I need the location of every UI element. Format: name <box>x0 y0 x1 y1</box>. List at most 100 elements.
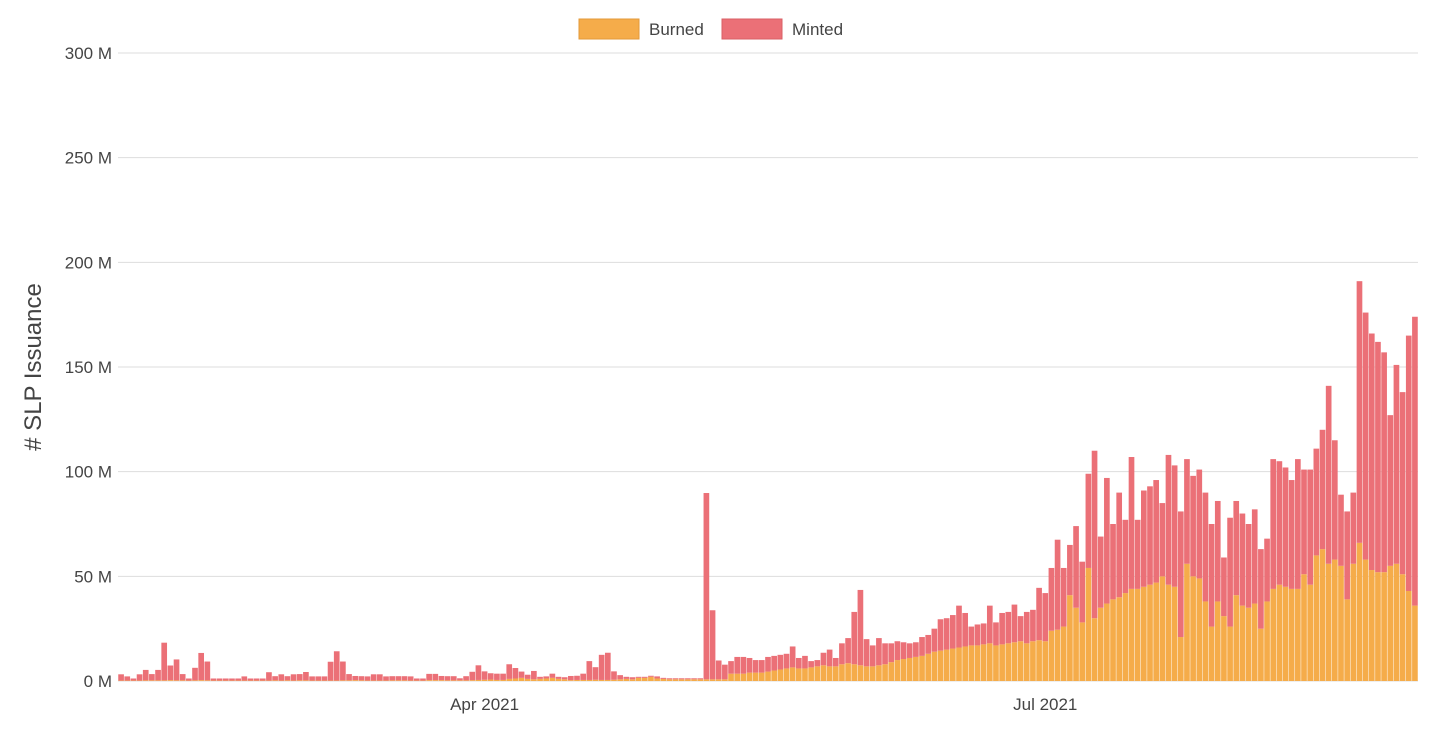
bar-minted[interactable] <box>1375 341 1381 573</box>
bar-minted[interactable] <box>136 674 143 681</box>
bar-burned[interactable] <box>1208 626 1215 681</box>
bar-minted[interactable] <box>407 676 414 681</box>
bar-burned[interactable] <box>1350 563 1357 681</box>
bar-burned[interactable] <box>438 680 445 681</box>
bar-burned[interactable] <box>641 677 648 681</box>
bar-minted[interactable] <box>1356 281 1363 543</box>
bar-burned[interactable] <box>1301 574 1307 681</box>
bar-burned[interactable] <box>728 673 734 681</box>
bar-minted[interactable] <box>746 657 753 673</box>
bar-burned[interactable] <box>974 645 981 681</box>
bar-burned[interactable] <box>272 680 278 681</box>
bar-minted[interactable] <box>450 676 457 681</box>
bar-minted[interactable] <box>1067 544 1073 596</box>
bar-minted[interactable] <box>974 624 981 646</box>
bar-burned[interactable] <box>1282 586 1289 681</box>
bar-burned[interactable] <box>1375 572 1381 681</box>
bar-minted[interactable] <box>469 671 476 681</box>
bar-burned[interactable] <box>518 677 525 681</box>
bar-minted[interactable] <box>1054 539 1061 630</box>
bar-burned[interactable] <box>789 667 796 681</box>
bar-burned[interactable] <box>617 679 623 681</box>
bar-minted[interactable] <box>475 665 482 680</box>
bar-burned[interactable] <box>1116 597 1123 681</box>
bar-minted[interactable] <box>814 660 821 667</box>
bar-minted[interactable] <box>401 676 408 681</box>
bar-minted[interactable] <box>1184 459 1190 564</box>
bar-minted[interactable] <box>882 643 888 665</box>
bar-minted[interactable] <box>259 678 266 681</box>
bar-minted[interactable] <box>1227 517 1233 627</box>
bar-burned[interactable] <box>925 653 932 681</box>
bar-burned[interactable] <box>1060 626 1067 681</box>
bar-burned[interactable] <box>660 678 667 681</box>
bar-minted[interactable] <box>1387 415 1394 566</box>
bar-burned[interactable] <box>1251 603 1258 681</box>
bar-burned[interactable] <box>487 679 494 681</box>
bar-burned[interactable] <box>1067 595 1073 681</box>
bar-minted[interactable] <box>1159 503 1166 577</box>
bar-minted[interactable] <box>272 676 278 681</box>
bar-burned[interactable] <box>765 671 771 681</box>
bar-minted[interactable] <box>598 654 605 680</box>
bar-minted[interactable] <box>574 675 580 680</box>
bar-minted[interactable] <box>993 622 999 646</box>
bar-burned[interactable] <box>568 680 574 681</box>
bar-minted[interactable] <box>1344 511 1350 600</box>
bar-burned[interactable] <box>1288 588 1295 681</box>
bar-burned[interactable] <box>1097 607 1104 681</box>
bar-burned[interactable] <box>1153 582 1159 681</box>
bar-minted[interactable] <box>370 674 377 681</box>
bar-minted[interactable] <box>740 656 747 674</box>
bar-burned[interactable] <box>1295 588 1301 681</box>
bar-minted[interactable] <box>697 678 704 680</box>
bar-burned[interactable] <box>1202 601 1209 681</box>
bar-minted[interactable] <box>155 669 161 681</box>
bar-burned[interactable] <box>900 659 907 681</box>
bar-minted[interactable] <box>512 668 519 679</box>
bar-minted[interactable] <box>808 661 814 668</box>
bar-minted[interactable] <box>1325 385 1332 564</box>
bar-burned[interactable] <box>1227 626 1233 681</box>
bar-minted[interactable] <box>167 665 174 681</box>
bar-minted[interactable] <box>1270 459 1277 589</box>
bar-minted[interactable] <box>179 674 186 681</box>
bar-burned[interactable] <box>512 678 519 681</box>
bar-minted[interactable] <box>586 661 593 680</box>
bar-burned[interactable] <box>1030 641 1036 681</box>
bar-burned[interactable] <box>346 680 352 681</box>
bar-burned[interactable] <box>722 679 728 681</box>
bar-minted[interactable] <box>124 676 131 681</box>
bar-burned[interactable] <box>1005 643 1012 681</box>
bar-minted[interactable] <box>1350 492 1357 564</box>
bar-burned[interactable] <box>1134 588 1141 681</box>
bar-burned[interactable] <box>771 670 777 681</box>
bar-minted[interactable] <box>1319 429 1326 550</box>
bar-burned[interactable] <box>167 680 174 681</box>
bar-burned[interactable] <box>463 680 469 681</box>
bar-burned[interactable] <box>432 680 439 681</box>
bar-minted[interactable] <box>962 612 968 647</box>
bar-burned[interactable] <box>1387 565 1394 681</box>
bar-burned[interactable] <box>795 668 802 681</box>
bar-minted[interactable] <box>1196 469 1203 579</box>
bar-burned[interactable] <box>759 672 765 681</box>
bar-minted[interactable] <box>1153 480 1159 583</box>
bar-burned[interactable] <box>808 667 814 681</box>
bar-burned[interactable] <box>678 679 685 681</box>
bar-burned[interactable] <box>500 679 506 681</box>
bar-minted[interactable] <box>1264 538 1270 602</box>
bar-burned[interactable] <box>999 644 1005 681</box>
bar-minted[interactable] <box>611 671 617 680</box>
bar-burned[interactable] <box>426 680 432 681</box>
bar-burned[interactable] <box>931 651 938 681</box>
bar-burned[interactable] <box>832 666 839 681</box>
bar-minted[interactable] <box>173 659 180 681</box>
bar-burned[interactable] <box>1104 603 1110 681</box>
bar-minted[interactable] <box>1276 461 1283 585</box>
bar-burned[interactable] <box>839 664 845 681</box>
bar-minted[interactable] <box>1288 480 1295 589</box>
bar-burned[interactable] <box>450 680 457 681</box>
bar-burned[interactable] <box>1214 601 1221 681</box>
bar-minted[interactable] <box>1060 567 1067 627</box>
